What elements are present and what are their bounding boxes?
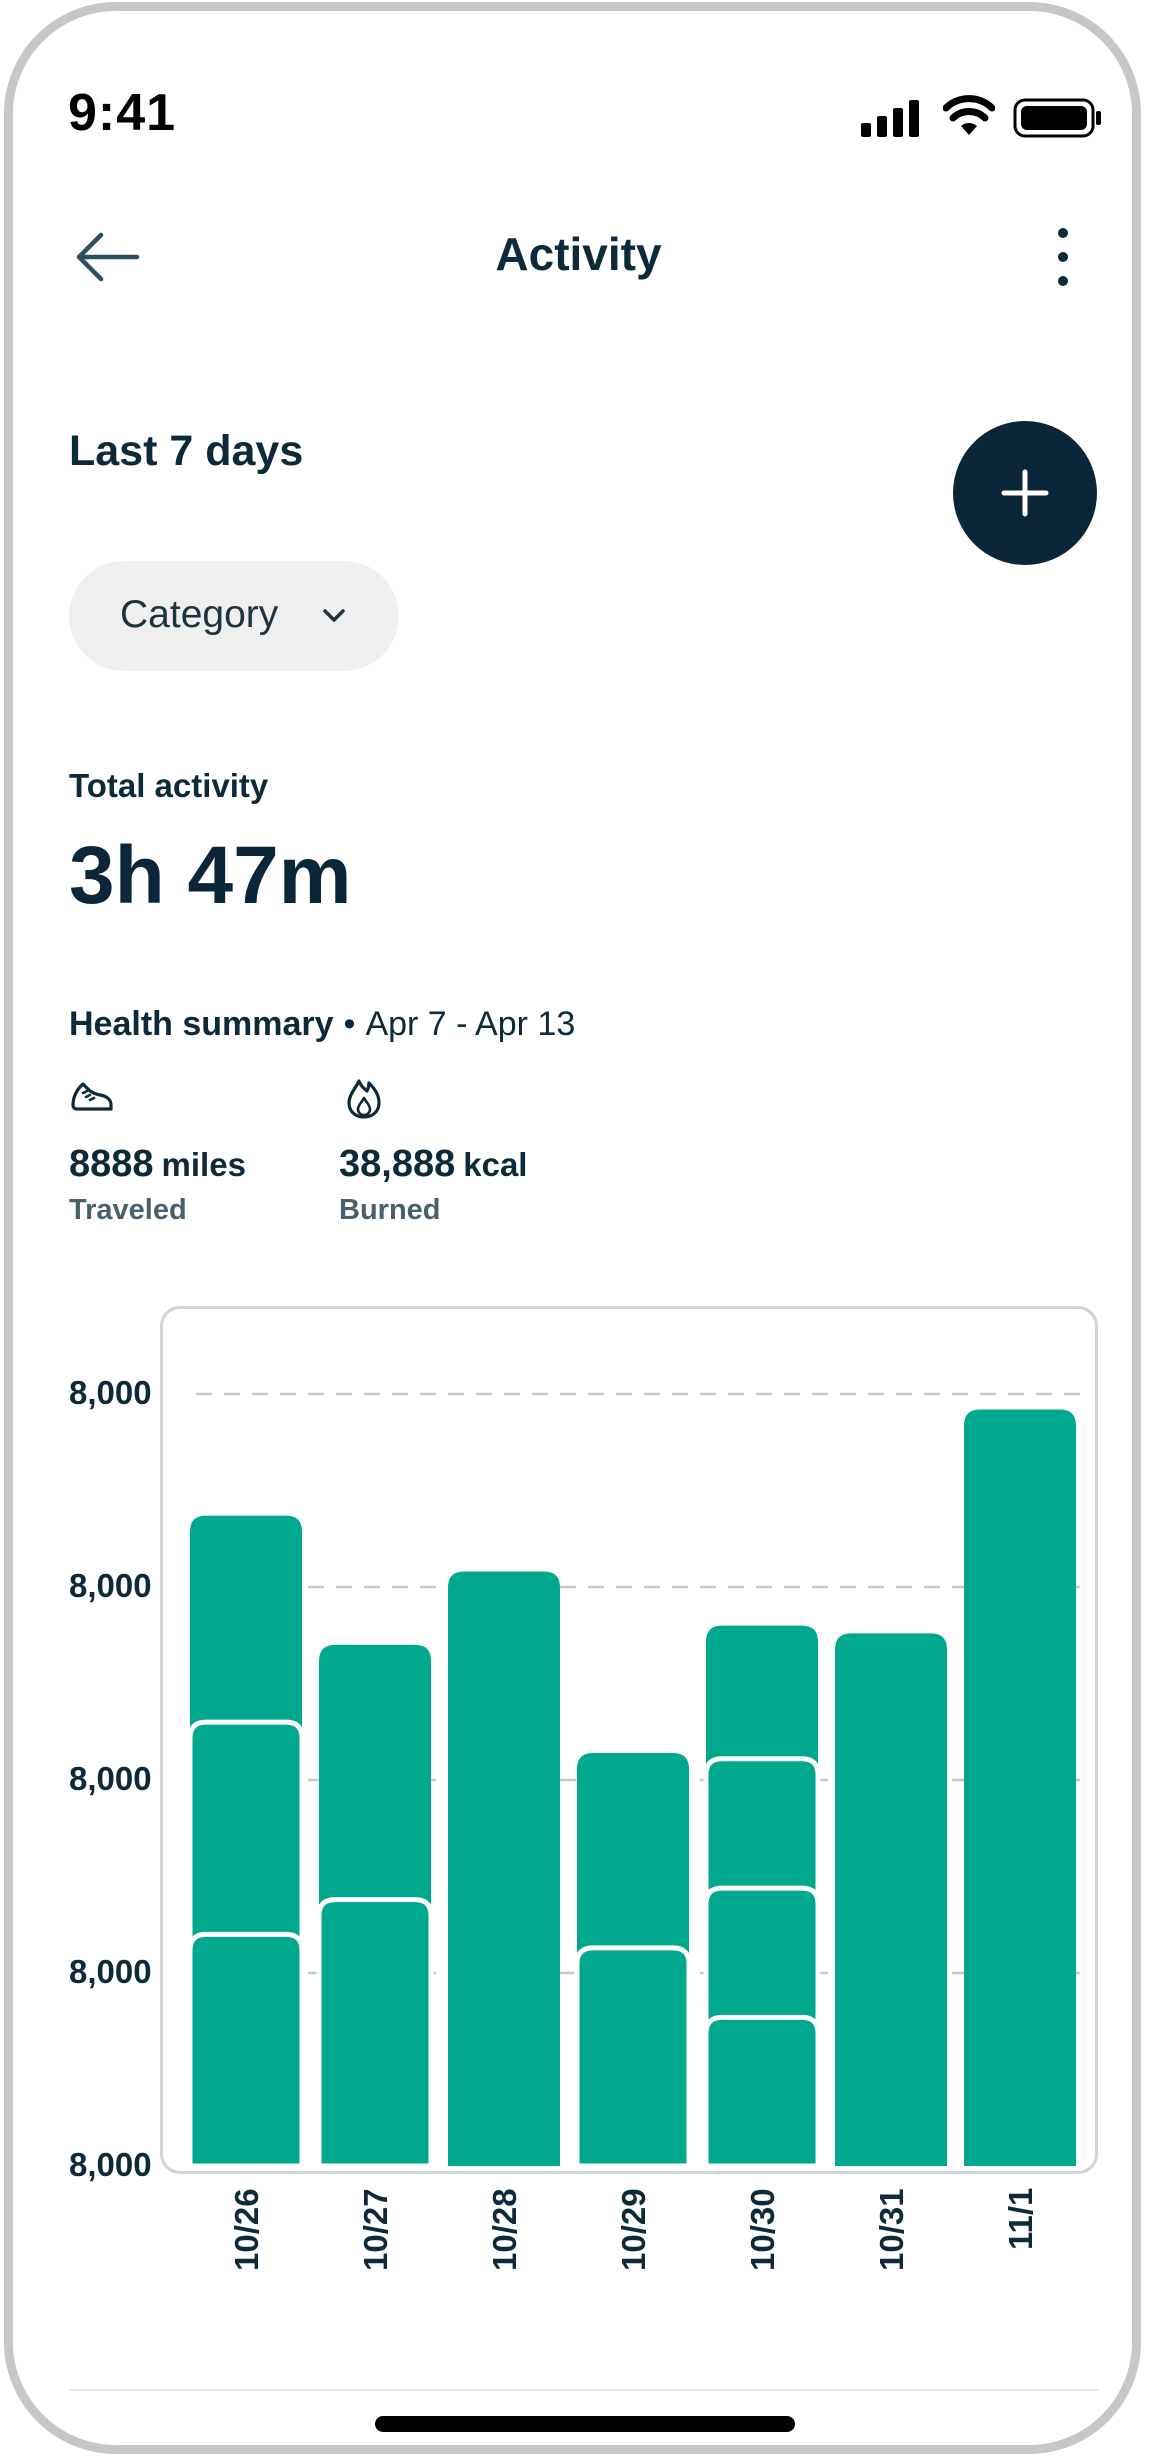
- bar-segment: [187, 1931, 305, 2169]
- page-title: Activity: [495, 228, 662, 280]
- add-activity-button[interactable]: [953, 421, 1097, 565]
- x-tick-label: 10/28: [486, 2188, 523, 2271]
- more-vertical-icon[interactable]: [1043, 225, 1083, 289]
- x-tick-label: 10/27: [357, 2188, 394, 2271]
- bar-segment: [835, 1633, 947, 2166]
- calories-unit: kcal: [463, 1146, 528, 1183]
- bar-10-26[interactable]: [187, 1515, 305, 2169]
- health-summary-title: Health summary: [69, 1005, 334, 1043]
- bar-segment: [316, 1897, 434, 2169]
- distance-stat: 8888 miles: [69, 1143, 246, 1186]
- bar-segment: [574, 1945, 692, 2169]
- y-tick-label: 8,000: [69, 1374, 152, 1411]
- home-indicator[interactable]: [375, 2416, 795, 2432]
- calories-value: 38,888: [339, 1143, 456, 1185]
- activity-bar-chart: [187, 1392, 1088, 2169]
- chevron-down-icon: [323, 609, 345, 622]
- health-summary-header: Health summary • Apr 7 - Apr 13: [69, 1005, 575, 1044]
- x-tick-label: 10/30: [744, 2188, 781, 2271]
- category-filter-chip[interactable]: Category: [69, 561, 399, 671]
- x-tick-label: 10/26: [228, 2188, 265, 2271]
- status-bar: 9:41: [13, 11, 1132, 171]
- bar-segment: [964, 1409, 1076, 2166]
- y-tick-label: 8,000: [69, 1953, 152, 1990]
- back-arrow-icon[interactable]: [71, 225, 143, 289]
- bar-10-28[interactable]: [448, 1571, 560, 2166]
- category-filter-label: Category: [120, 593, 279, 636]
- summary-date-range: Apr 7 - Apr 13: [365, 1005, 576, 1043]
- x-tick-label: 10/31: [873, 2188, 910, 2271]
- bar-10-30[interactable]: [703, 1625, 821, 2169]
- y-tick-label: 8,000: [69, 1567, 152, 1604]
- battery-icon: [1013, 98, 1101, 138]
- bar-11-1[interactable]: [964, 1409, 1076, 2166]
- x-tick-label: 11/1: [1002, 2188, 1039, 2251]
- cellular-signal-icon: [861, 100, 919, 137]
- calories-stat: 38,888 kcal: [339, 1143, 527, 1186]
- x-tick-label: 10/29: [615, 2188, 652, 2271]
- sneaker-icon: [71, 1082, 113, 1111]
- bar-10-31[interactable]: [835, 1633, 947, 2166]
- distance-value: 8888: [69, 1143, 154, 1185]
- bar-segment: [448, 1571, 560, 2166]
- summary-separator: •: [343, 1005, 356, 1043]
- bar-segment: [703, 2014, 821, 2169]
- y-tick-label: 8,000: [69, 2146, 152, 2183]
- bar-10-27[interactable]: [316, 1644, 434, 2169]
- flame-icon: [347, 1079, 381, 1119]
- wifi-icon: [943, 95, 995, 135]
- range-title: Last 7 days: [69, 427, 304, 475]
- phone-frame: 9:41 Activity Last 7 days: [4, 2, 1141, 2454]
- distance-unit: miles: [161, 1146, 246, 1183]
- total-activity-value: 3h 47m: [69, 830, 352, 921]
- y-tick-label: 8,000: [69, 1760, 152, 1797]
- bottom-divider: [69, 2389, 1099, 2391]
- total-activity-label: Total activity: [69, 767, 269, 804]
- bar-10-29[interactable]: [574, 1752, 692, 2169]
- calories-caption: Burned: [339, 1194, 441, 1226]
- plus-icon: [1001, 469, 1049, 517]
- status-time: 9:41: [68, 84, 177, 142]
- distance-caption: Traveled: [69, 1194, 187, 1226]
